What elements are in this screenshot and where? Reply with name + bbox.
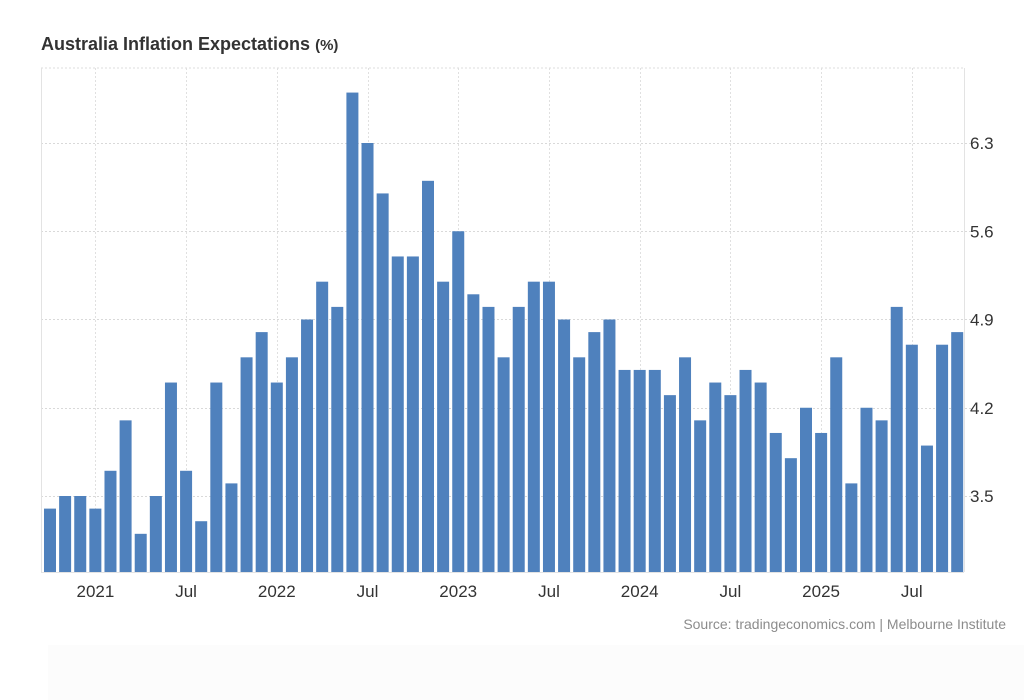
bar	[769, 432, 782, 572]
bar	[588, 332, 601, 572]
footer-area	[48, 645, 1024, 700]
bar	[573, 357, 586, 572]
bar	[452, 231, 465, 572]
bar	[270, 382, 283, 572]
bar	[164, 382, 177, 572]
y-tick-label: 5.6	[970, 222, 994, 241]
bar	[800, 407, 812, 572]
x-tick-label: Jul	[357, 582, 379, 601]
axes	[41, 68, 965, 573]
bar	[936, 344, 949, 572]
bar	[860, 407, 873, 572]
x-tick-label: 2021	[76, 582, 114, 601]
bar	[285, 357, 298, 572]
bar	[255, 332, 268, 572]
chart-title-text: Australia Inflation Expectations	[41, 34, 311, 54]
bar	[739, 369, 752, 572]
chart-title: Australia Inflation Expectations (%)	[41, 34, 338, 55]
bar	[663, 395, 676, 572]
x-tick-label: 2023	[439, 582, 477, 601]
bar	[346, 92, 359, 572]
x-tick-label: 2025	[802, 582, 840, 601]
x-tick-label: Jul	[175, 582, 197, 601]
bar	[180, 470, 193, 572]
bar	[830, 357, 843, 572]
bar	[875, 420, 888, 572]
y-tick-label: 4.2	[970, 399, 994, 418]
bar	[119, 420, 132, 572]
bar	[134, 533, 147, 572]
x-tick-label: 2024	[621, 582, 659, 601]
bar	[754, 382, 767, 572]
bar	[512, 306, 525, 572]
bar	[437, 281, 450, 572]
bar	[240, 357, 253, 572]
bar	[467, 294, 480, 572]
bar	[618, 369, 631, 572]
bar	[89, 508, 102, 572]
bar	[361, 143, 374, 572]
source-attribution: Source: tradingeconomics.com | Melbourne…	[683, 616, 1006, 632]
bar	[558, 319, 571, 572]
bar	[845, 483, 858, 572]
bar	[709, 382, 722, 572]
bar	[815, 432, 828, 572]
bar	[74, 496, 87, 572]
bar	[784, 458, 797, 572]
x-tick-label: Jul	[538, 582, 560, 601]
bars	[44, 92, 964, 572]
bar	[951, 332, 964, 572]
x-axis-ticks: 2021 Jul 2022 Jul 2023 Jul 2024 Jul 2025 Jul	[76, 582, 922, 601]
bar	[316, 281, 329, 572]
x-tick-label: Jul	[720, 582, 742, 601]
bar	[44, 508, 56, 572]
bar	[422, 180, 434, 572]
chart-title-unit: (%)	[315, 37, 339, 54]
y-axis-ticks: 3.5 4.2 4.9 5.6 6.3	[970, 134, 994, 506]
bar	[890, 306, 903, 572]
bar	[59, 496, 72, 572]
bar	[301, 319, 314, 572]
bar	[331, 306, 344, 572]
bar	[376, 193, 389, 572]
bar	[195, 521, 208, 572]
x-tick-label: Jul	[901, 582, 923, 601]
bar	[149, 496, 162, 572]
bar	[104, 470, 117, 572]
bar	[694, 420, 707, 572]
bar	[920, 445, 933, 572]
bar	[542, 281, 555, 572]
y-tick-label: 3.5	[970, 487, 994, 506]
y-tick-label: 4.9	[970, 311, 994, 330]
bar	[406, 256, 419, 572]
bar	[905, 344, 918, 572]
x-tick-label: 2022	[258, 582, 296, 601]
bar	[482, 306, 495, 572]
bar	[210, 382, 223, 572]
bar	[724, 395, 737, 572]
bar	[391, 256, 404, 572]
bar	[648, 369, 661, 572]
bar	[225, 483, 238, 572]
bar	[497, 357, 510, 572]
bar	[679, 357, 692, 572]
bar	[633, 369, 646, 572]
bar	[527, 281, 540, 572]
y-tick-label: 6.3	[970, 134, 994, 153]
bar	[603, 319, 616, 572]
